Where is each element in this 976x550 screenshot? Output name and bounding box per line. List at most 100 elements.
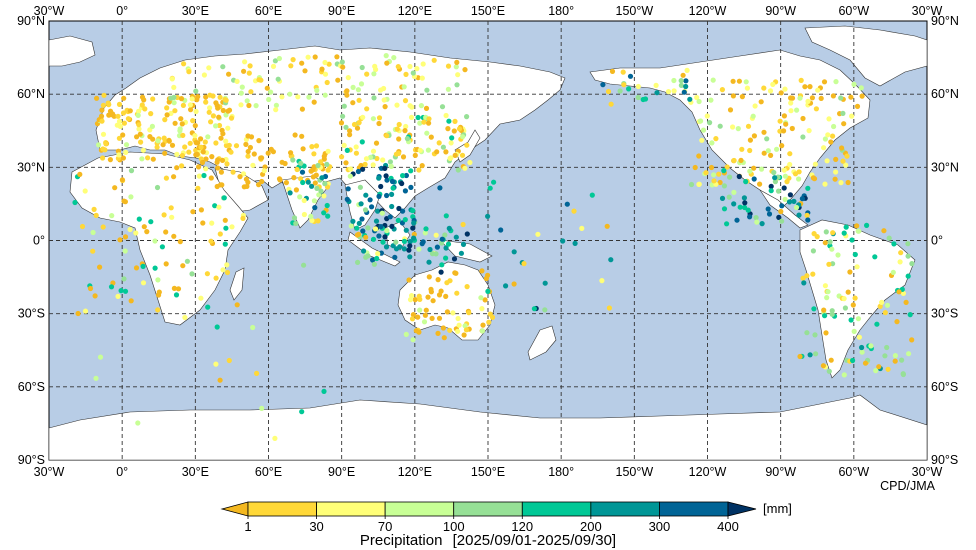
right-latitude-labels: 90°N 60°N 30°N 0° 30°S 60°S 90°S <box>931 14 959 467</box>
station-dot <box>829 246 835 252</box>
latitude-label-right: 0° <box>931 234 943 248</box>
station-dot <box>909 261 915 267</box>
station-dot <box>771 169 777 176</box>
station-dot <box>743 179 749 185</box>
station-dot <box>350 84 356 90</box>
station-dot <box>195 185 201 191</box>
station-dot <box>305 54 311 60</box>
station-dot <box>734 217 740 223</box>
station-dot <box>408 168 414 174</box>
station-dot <box>287 190 293 196</box>
station-dot <box>164 105 170 111</box>
station-dot <box>822 283 829 289</box>
station-dot <box>826 368 832 374</box>
station-dot <box>136 126 142 132</box>
station-dot <box>486 319 492 325</box>
station-dot <box>187 140 193 146</box>
station-dot <box>787 151 793 157</box>
station-dot <box>93 375 99 381</box>
station-dot <box>237 174 243 180</box>
station-dot <box>800 134 806 140</box>
station-dot <box>204 271 210 277</box>
station-dot <box>247 144 253 151</box>
station-dot <box>384 228 390 234</box>
station-dot <box>188 107 194 113</box>
station-dot <box>234 78 240 84</box>
longitude-label-bottom: 120°W <box>689 465 727 479</box>
station-dot <box>127 226 133 233</box>
station-dot <box>416 167 422 173</box>
station-dot <box>439 236 445 242</box>
station-dot <box>797 353 803 360</box>
station-dot <box>250 162 256 168</box>
station-dot <box>325 213 331 219</box>
station-dot <box>480 322 486 328</box>
station-dot <box>784 179 790 185</box>
station-dot <box>458 250 464 256</box>
station-dot <box>425 147 431 153</box>
station-dot <box>169 214 175 220</box>
top-longitude-labels: 30°W 0° 30°E 60°E 90°E 120°E 150°E 180° 150°W 120… <box>34 4 943 18</box>
station-dot <box>841 296 847 302</box>
station-dot <box>370 257 376 263</box>
station-dot <box>443 293 449 299</box>
station-dot <box>435 330 441 336</box>
station-dot <box>203 99 209 105</box>
station-dot <box>308 213 314 219</box>
station-dot <box>199 159 206 166</box>
station-dot <box>186 149 192 155</box>
station-dot <box>359 139 365 145</box>
station-dot <box>444 309 450 315</box>
station-dot <box>425 294 431 300</box>
station-dot <box>821 79 828 85</box>
station-dot <box>294 166 300 173</box>
station-dot <box>805 217 811 223</box>
station-dot <box>407 239 413 245</box>
station-dot <box>253 103 259 109</box>
station-dot <box>128 168 135 174</box>
station-dot <box>244 98 250 104</box>
station-dot <box>409 316 416 322</box>
station-dot <box>412 297 418 303</box>
station-dot <box>384 133 390 139</box>
station-dot <box>654 90 660 96</box>
station-dot <box>297 194 303 200</box>
station-dot <box>448 140 454 146</box>
station-dot <box>268 146 274 152</box>
station-dot <box>233 143 240 149</box>
station-dot <box>256 77 262 83</box>
station-dot <box>897 259 903 265</box>
station-dot <box>407 63 413 70</box>
station-dot <box>399 180 405 187</box>
station-dot <box>688 181 695 188</box>
station-dot <box>265 150 271 156</box>
station-dot <box>608 101 614 107</box>
station-dot <box>359 216 365 222</box>
legend-tick-label: 120 <box>511 519 533 534</box>
station-dot <box>177 126 183 132</box>
station-dot <box>884 302 891 308</box>
station-dot <box>98 113 105 119</box>
station-dot <box>100 131 107 137</box>
station-dot <box>489 314 496 320</box>
station-dot <box>319 175 325 181</box>
station-dot <box>116 118 123 124</box>
station-dot <box>163 261 169 267</box>
station-dot <box>415 314 421 320</box>
station-dot <box>891 241 897 247</box>
station-dot <box>361 248 367 254</box>
station-dot <box>459 152 466 158</box>
station-dot <box>107 157 113 163</box>
station-dot <box>213 140 219 146</box>
station-dot <box>256 182 262 188</box>
station-dot <box>600 82 606 88</box>
station-dot <box>822 240 828 246</box>
station-dot <box>288 63 294 69</box>
station-dot <box>421 119 427 125</box>
station-dot <box>171 174 177 180</box>
station-dot <box>150 156 156 162</box>
station-dot <box>402 128 408 134</box>
station-dot <box>299 133 305 139</box>
station-dot <box>135 420 141 426</box>
station-dot <box>812 161 819 167</box>
